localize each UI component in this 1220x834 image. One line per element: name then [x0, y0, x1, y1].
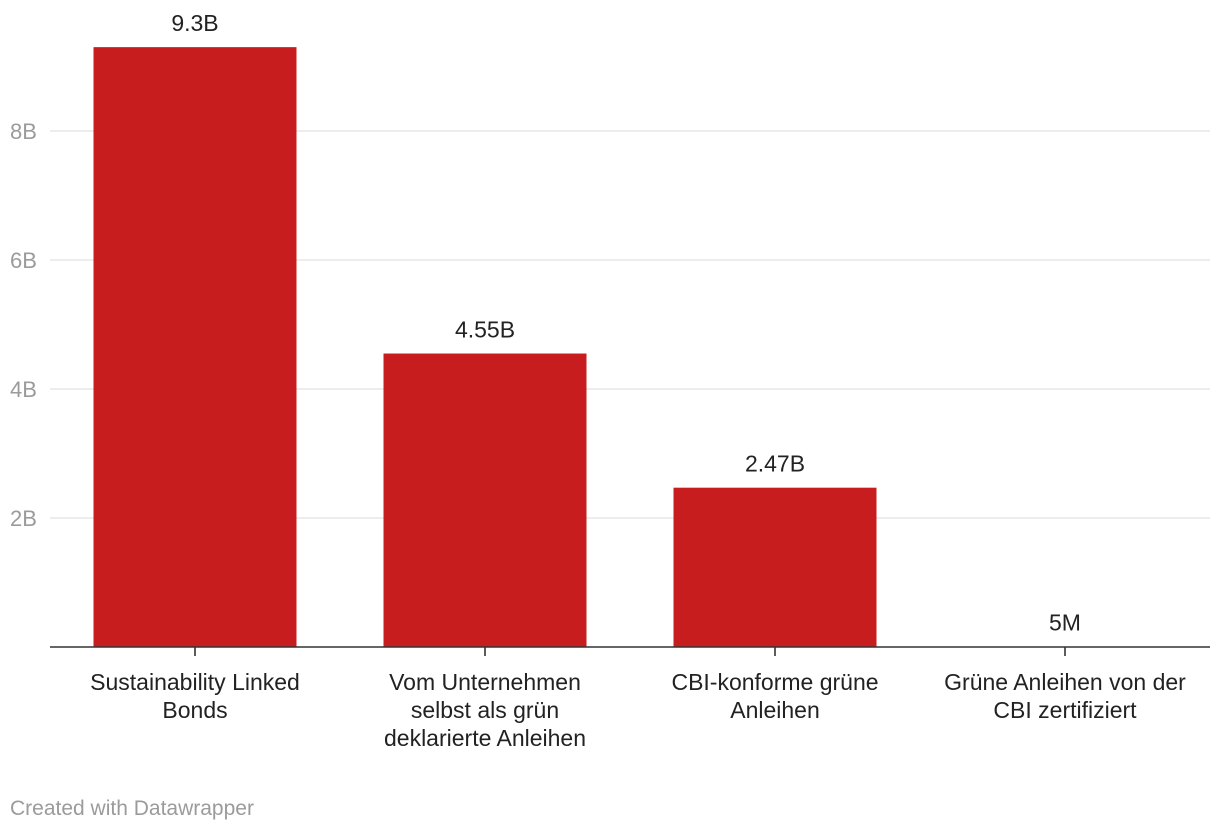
y-tick-label: 4B: [10, 377, 37, 402]
y-tick-label: 6B: [10, 248, 37, 273]
category-label: Grüne Anleihen von der CBI zertifiziert: [944, 669, 1186, 723]
value-label: 9.3B: [171, 10, 218, 36]
bars: [93, 47, 1167, 647]
value-label: 4.55B: [455, 317, 515, 343]
category-label-line: CBI-konforme grüne: [671, 669, 878, 695]
x-axis-ticks: [194, 647, 1066, 656]
x-axis-category-labels: Sustainability Linked Bonds Vom Unternehme…: [90, 669, 1186, 751]
y-tick-label: 8B: [10, 119, 37, 144]
bar: [383, 353, 587, 647]
category-label-line: Bonds: [162, 697, 227, 723]
y-axis-tick-labels: 2B 4B 6B 8B: [10, 119, 37, 531]
bar: [673, 487, 877, 647]
value-labels: 9.3B 4.55B 2.47B 5M: [171, 10, 1081, 636]
category-label-line: selbst als grün: [411, 697, 559, 723]
y-tick-label: 2B: [10, 506, 37, 531]
category-label-line: Sustainability Linked: [90, 669, 300, 695]
category-label: Sustainability Linked Bonds: [90, 669, 300, 723]
category-label-line: CBI zertifiziert: [993, 697, 1137, 723]
bar: [93, 47, 297, 647]
value-label: 5M: [1049, 610, 1081, 636]
datawrapper-credit: Created with Datawrapper: [10, 797, 254, 820]
category-label: Vom Unternehmen selbst als grün deklariert…: [384, 669, 586, 751]
value-label: 2.47B: [745, 451, 805, 477]
category-label: CBI-konforme grüne Anleihen: [671, 669, 878, 723]
category-label-line: deklarierte Anleihen: [384, 725, 586, 751]
category-label-line: Vom Unternehmen: [389, 669, 581, 695]
category-label-line: Grüne Anleihen von der: [944, 669, 1186, 695]
category-label-line: Anleihen: [730, 697, 820, 723]
